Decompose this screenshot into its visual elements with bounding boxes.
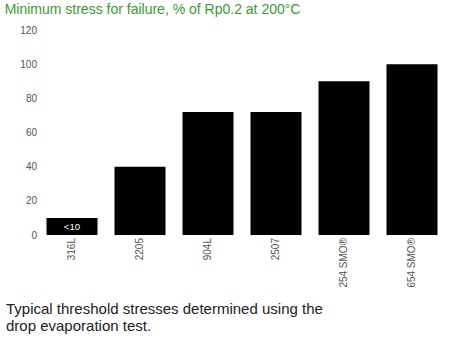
- svg-text:40: 40: [26, 161, 38, 172]
- svg-text:60: 60: [26, 127, 38, 138]
- svg-text:Minimum stress for failure, %: Minimum stress for failure, % of Rp0.2 a…: [5, 1, 301, 17]
- html-text:Typical threshold stresses det: Typical threshold stresses determined us…: [6, 300, 323, 334]
- svg-text:254 SMO®: 254 SMO®: [338, 237, 349, 287]
- svg-text:654 SMO®: 654 SMO®: [406, 237, 417, 287]
- svg-text:<10: <10: [64, 221, 80, 232]
- svg-text:2507: 2507: [270, 238, 281, 261]
- svg-text:100: 100: [20, 59, 37, 70]
- svg-text:904L: 904L: [202, 238, 213, 261]
- svg-text:2205: 2205: [134, 238, 145, 261]
- svg-text:20: 20: [26, 195, 38, 206]
- svg-text:0: 0: [31, 230, 37, 241]
- svg-text:80: 80: [26, 93, 38, 104]
- svg-text:316L: 316L: [66, 238, 77, 261]
- svg-text:120: 120: [20, 25, 37, 36]
